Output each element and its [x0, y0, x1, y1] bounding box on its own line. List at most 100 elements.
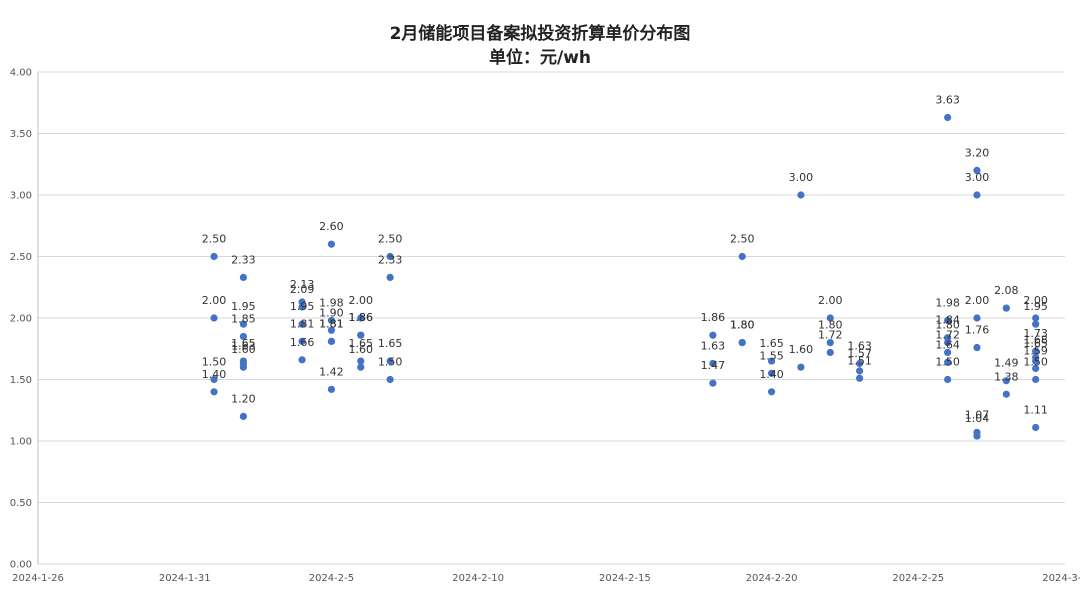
data-label: 3.00: [789, 171, 814, 184]
y-tick-label: 1.50: [10, 375, 32, 386]
data-label: 1.80: [818, 319, 843, 332]
data-label: 1.50: [935, 356, 960, 369]
data-label: 1.90: [319, 306, 344, 319]
data-label: 1.72: [818, 328, 843, 341]
data-label: 1.55: [759, 349, 784, 362]
data-label: 1.60: [789, 343, 814, 356]
data-point: [210, 375, 218, 384]
data-label: 1.80: [935, 319, 960, 332]
data-point: [1002, 304, 1010, 312]
data-point: [944, 375, 952, 384]
data-label: 2.00: [202, 294, 227, 307]
x-tick-label: 2024-1-31: [159, 573, 211, 584]
data-point: [1032, 347, 1040, 355]
data-point: [298, 303, 306, 311]
data-label: 1.86: [349, 311, 374, 324]
data-label: 1.95: [290, 300, 315, 313]
data-point: [856, 374, 864, 382]
data-point: [709, 359, 717, 368]
data-point: [973, 343, 981, 352]
data-point: [797, 191, 805, 199]
data-point: [709, 379, 717, 387]
data-point: [1032, 357, 1040, 365]
data-label: 1.85: [231, 312, 256, 325]
data-point: [239, 363, 247, 371]
data-label: 1.63: [847, 340, 872, 353]
data-label: 1.57: [847, 347, 872, 360]
y-tick-label: 0.50: [10, 498, 32, 509]
data-label: 1.86: [349, 311, 374, 324]
data-label: 1.07: [965, 408, 990, 421]
x-tick-label: 2024-2-15: [599, 573, 651, 584]
data-points: [210, 113, 1040, 440]
data-label: 1.65: [1023, 337, 1048, 350]
y-axis: 0.00 0.50 1.00 1.50 2.00 2.50 3.00 3.50 4.00: [10, 68, 32, 571]
data-label: 1.98: [319, 296, 344, 309]
data-label: 1.11: [1023, 403, 1048, 416]
data-label: 2.00: [965, 294, 990, 307]
data-label: 1.40: [759, 368, 784, 381]
y-tick-label: 0.00: [10, 560, 32, 571]
data-point: [327, 316, 336, 325]
y-tick-label: 1.00: [10, 437, 32, 448]
data-label: 1.95: [1023, 300, 1048, 313]
data-label: 1.38: [994, 370, 1019, 383]
data-point: [210, 314, 218, 322]
data-point: [357, 314, 365, 322]
data-point: [210, 252, 218, 261]
data-label: 1.80: [730, 319, 755, 332]
data-label: 3.00: [965, 171, 990, 184]
data-label: 1.60: [231, 343, 256, 356]
data-label: 1.50: [1023, 356, 1048, 369]
y-tick-label: 2.00: [10, 314, 32, 325]
data-label: 2.09: [290, 283, 315, 296]
data-point: [856, 367, 864, 375]
data-point: [239, 332, 247, 341]
data-label: 1.84: [935, 314, 960, 327]
data-point: [738, 339, 746, 347]
data-label: 2.00: [349, 294, 374, 307]
data-label: 3.63: [935, 94, 960, 107]
data-point: [826, 339, 834, 347]
data-label: 1.65: [231, 337, 256, 350]
y-tick-label: 2.50: [10, 252, 32, 263]
data-point: [973, 432, 981, 440]
y-tick-label: 3.00: [10, 191, 32, 202]
x-axis: 2024-1-26 2024-1-31 2024-2-5 2024-2-10 2024-…: [12, 573, 1080, 584]
x-tick-label: 2024-2-25: [892, 573, 944, 584]
data-point: [1032, 314, 1040, 322]
data-label: 1.72: [935, 328, 960, 341]
data-point: [210, 388, 218, 396]
data-point: [797, 363, 805, 371]
data-label: 1.63: [701, 340, 726, 353]
data-point: [944, 316, 952, 325]
data-label: 1.40: [202, 368, 227, 381]
data-point: [826, 348, 834, 357]
data-label: 2.50: [378, 233, 403, 246]
data-point: [709, 331, 717, 339]
data-label: 2.50: [730, 233, 755, 246]
title-line: 2月储能项目备案拟投资折算单价分布图: [389, 24, 691, 44]
x-tick-label: 2024-3-1: [1042, 573, 1080, 584]
data-label: 2.50: [202, 233, 227, 246]
data-label: 1.66: [290, 336, 315, 349]
data-label: 2.00: [1023, 294, 1048, 307]
data-point: [973, 191, 981, 199]
data-label: 1.81: [319, 317, 344, 330]
data-label: 1.65: [378, 337, 403, 350]
data-label: 3.20: [965, 146, 990, 159]
x-tick-label: 2024-2-10: [452, 573, 504, 584]
data-label: 1.81: [319, 317, 344, 330]
data-point: [386, 357, 394, 365]
data-point: [327, 337, 336, 345]
data-label: 2.08: [994, 284, 1019, 297]
data-label: 1.42: [319, 365, 344, 378]
data-point: [826, 314, 834, 322]
data-label: 1.47: [701, 359, 726, 372]
data-label: 1.73: [1023, 327, 1048, 340]
data-point: [1032, 375, 1040, 384]
data-point: [386, 273, 394, 282]
data-label: 1.95: [231, 300, 256, 313]
data-point: [1032, 320, 1040, 328]
